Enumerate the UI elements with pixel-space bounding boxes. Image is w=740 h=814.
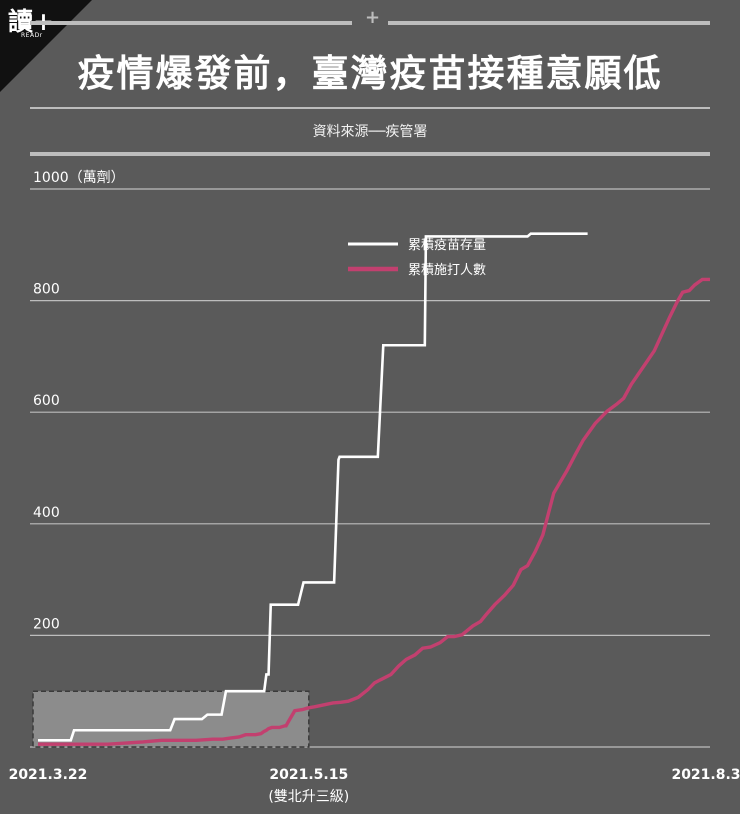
- chart-title: 疫情爆發前，臺灣疫苗接種意願低: [77, 52, 663, 95]
- title-divider: [30, 107, 710, 109]
- x-axis-labels: 2021.3.22 2021.5.15 2021.8.3 (雙北升三級): [9, 767, 740, 805]
- plus-icon: +: [365, 7, 381, 28]
- top-rule-left: [30, 21, 352, 25]
- highlight-period-box: [32, 690, 310, 748]
- x-tick-label-2: 2021.8.3: [671, 767, 740, 783]
- y-tick-label-600: 600: [33, 393, 60, 409]
- gridlines: [30, 188, 710, 748]
- x-tick-note: (雙北升三級): [268, 789, 349, 805]
- series-layer: [38, 232, 710, 746]
- y-axis-labels: 200 400 600 800 1000（萬劑）: [33, 169, 125, 632]
- source-note: 資料來源──疾管署: [312, 124, 428, 140]
- y-tick-label-1000: 1000（萬劑）: [33, 169, 125, 186]
- logo-subtext: READr: [21, 32, 43, 39]
- x-tick-label-1: 2021.5.15: [269, 767, 348, 783]
- series-line-vaccine-stock: [38, 232, 588, 742]
- legend-label-1: 累積施打人數: [408, 263, 486, 278]
- source-divider: [30, 152, 710, 156]
- legend-label-0: 累積疫苗存量: [408, 237, 486, 253]
- y-tick-label-800: 800: [33, 282, 60, 298]
- x-tick-label-0: 2021.3.22: [9, 767, 88, 783]
- y-tick-label-400: 400: [33, 505, 60, 521]
- series-line-doses-administered: [38, 277, 710, 746]
- y-tick-label-200: 200: [33, 616, 60, 632]
- logo-background: [0, 0, 92, 92]
- top-rule-right: [388, 21, 710, 25]
